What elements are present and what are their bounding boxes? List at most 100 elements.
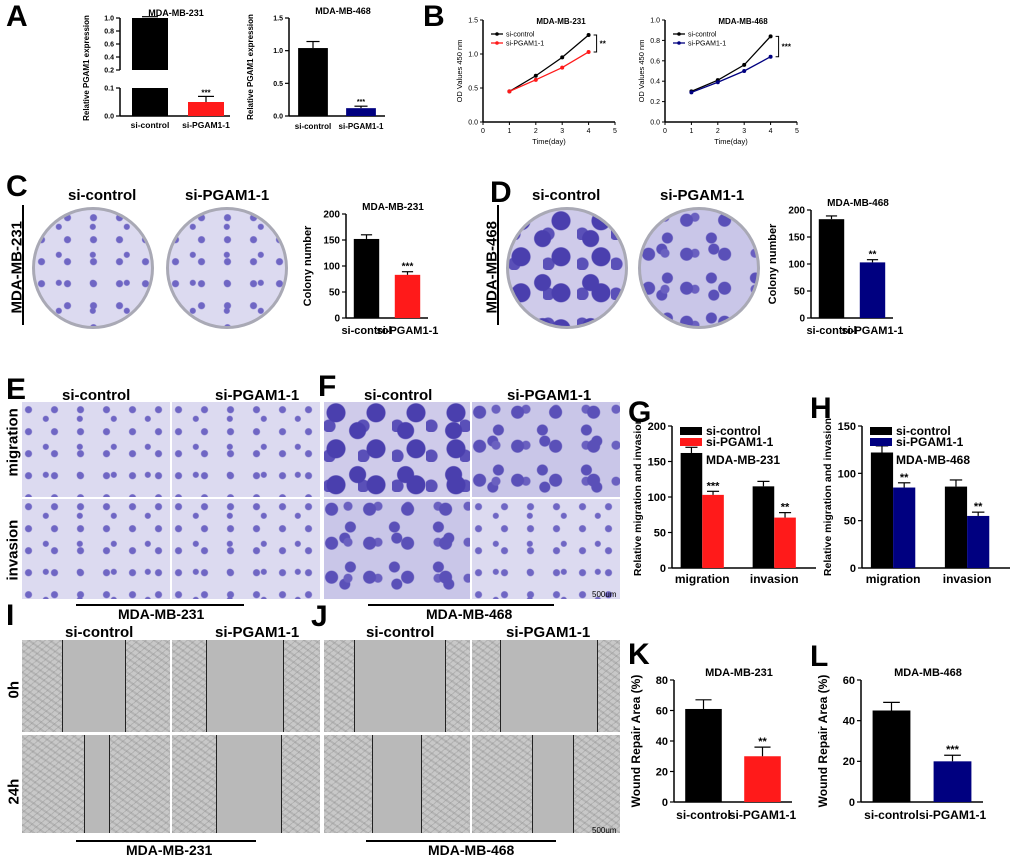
B2-legend-label-0: si-control bbox=[688, 32, 717, 39]
C-xtick-label: si-PGAM1-1 bbox=[377, 325, 439, 337]
d-dish-control bbox=[506, 207, 628, 329]
d-dish-pgam1 bbox=[638, 207, 760, 329]
i-img-0h-control bbox=[22, 640, 170, 732]
chart-b1-od-231: 0.0 0.5 1.0 1.5 0 1 2 3 4 5 Time(day) OD Values 450… bbox=[455, 17, 617, 146]
chart-b2-od-468: 0.0 0.2 0.4 0.6 0.8 1.0 0 1 2 3 4 5 Time(day) OD Valu… bbox=[637, 17, 799, 146]
G-subtitle: MDA-MB-231 bbox=[706, 453, 780, 467]
a1-ytick-label: 1.0 bbox=[104, 16, 114, 23]
C-bar-control bbox=[353, 238, 380, 318]
f-cell-line-label: MDA-MB-468 bbox=[426, 606, 513, 622]
B1-ytick-label: 1.0 bbox=[468, 52, 478, 59]
e-img-invasion-control bbox=[22, 499, 170, 599]
B1-legend-label-0: si-control bbox=[506, 32, 535, 39]
i-cell-line-label: MDA-MB-231 bbox=[126, 842, 213, 858]
H-ylabel: Relative migration and invasion bbox=[822, 418, 834, 576]
i-row-label-0h: 0h bbox=[5, 680, 23, 699]
a1-significance: *** bbox=[201, 88, 211, 97]
a1-bar-pgam1 bbox=[188, 102, 224, 116]
a1-title: MDA-MB-231 bbox=[148, 8, 204, 18]
D-ytick-label: 0 bbox=[799, 314, 805, 325]
e-cell-line-label: MDA-MB-231 bbox=[118, 606, 205, 622]
c-dish-control bbox=[32, 207, 154, 329]
L-ytick-label: 0 bbox=[849, 797, 855, 809]
L-ytick-label: 60 bbox=[843, 675, 855, 687]
G-bar-invasion-pgam1 bbox=[774, 517, 796, 568]
f-col-label-control: si-control bbox=[364, 387, 433, 404]
c-divider bbox=[22, 205, 24, 325]
i-underline bbox=[76, 840, 256, 842]
C-ytick-label: 200 bbox=[323, 210, 340, 221]
a1-ytick-label: 0.0 bbox=[104, 114, 114, 121]
H-xtick-label: migration bbox=[866, 572, 921, 586]
panel-letter-c: C bbox=[6, 170, 28, 203]
D-bar-pgam1 bbox=[859, 262, 886, 318]
K-bar-control bbox=[685, 708, 722, 802]
a1-ylabel: Relative PGAM1 expression bbox=[82, 15, 91, 121]
C-title: MDA-MB-231 bbox=[362, 202, 424, 213]
a1-xtick-label: si-control bbox=[131, 120, 170, 130]
B2-legend-marker-1 bbox=[677, 41, 681, 45]
chart-d-colony-468: 0 50 100 150 200 MDA-MB-468 Colony number si-co… bbox=[767, 198, 904, 337]
chart-l-wound-468: 0 20 40 60 MDA-MB-468 Wound Repair Area (%) si… bbox=[816, 667, 986, 822]
f-underline bbox=[368, 604, 554, 606]
panel-letter-e: E bbox=[6, 373, 27, 406]
B2-xtick-label: 4 bbox=[769, 128, 773, 135]
A2-ytick-label: 1.5 bbox=[273, 15, 283, 22]
d-col-label-pgam1: si-PGAM1-1 bbox=[660, 187, 745, 204]
L-ylabel: Wound Repair Area (%) bbox=[816, 675, 830, 808]
H-xtick-label: invasion bbox=[943, 572, 992, 586]
B1-legend-marker-1 bbox=[495, 41, 499, 45]
e-underline bbox=[76, 604, 244, 606]
A2-ytick-label: 0.5 bbox=[273, 81, 283, 88]
d-row-label: MDA-MB-468 bbox=[483, 220, 501, 314]
C-ytick-label: 0 bbox=[334, 314, 340, 325]
H-legend-swatch-1 bbox=[870, 438, 892, 446]
G-bar-invasion-control bbox=[752, 486, 775, 568]
A2-ylabel: Relative PGAM1 expression bbox=[246, 14, 255, 120]
B2-title: MDA-MB-468 bbox=[718, 17, 768, 26]
B2-ytick-label: 0.0 bbox=[650, 120, 660, 127]
panel-letter-i: I bbox=[6, 599, 15, 632]
B1-xtick-label: 3 bbox=[560, 128, 564, 135]
c-dish-pgam1 bbox=[166, 207, 288, 329]
G-significance: ** bbox=[781, 502, 790, 514]
B1-series-point-1 bbox=[560, 65, 565, 70]
L-ytick-label: 20 bbox=[843, 756, 855, 768]
e-row-label-migration: migration bbox=[4, 408, 22, 477]
D-ytick-label: 100 bbox=[788, 260, 805, 271]
B2-ytick-label: 0.6 bbox=[650, 58, 660, 65]
K-significance: ** bbox=[758, 736, 767, 748]
chart-a1-pgam1-231: 0.0 0.1 0.2 0.4 0.6 0.8 1.0 MDA-MB-231 Relative … bbox=[82, 8, 230, 130]
chart-h-migration-468: 0 50 100 150 Relative migration and invasion… bbox=[822, 418, 1010, 586]
G-ytick-label: 100 bbox=[648, 492, 666, 504]
e-col-label-pgam1: si-PGAM1-1 bbox=[215, 387, 300, 404]
B1-xtick-label: 1 bbox=[507, 128, 511, 135]
H-ytick-label: 150 bbox=[838, 421, 856, 433]
B2-legend-marker-0 bbox=[677, 32, 681, 36]
B2-series-point-1 bbox=[768, 54, 773, 59]
H-subtitle: MDA-MB-468 bbox=[896, 453, 970, 467]
G-ytick-label: 200 bbox=[648, 421, 666, 433]
G-ytick-label: 150 bbox=[648, 457, 666, 469]
B2-significance: *** bbox=[782, 43, 792, 52]
B1-xtick-label: 2 bbox=[534, 128, 538, 135]
G-significance: *** bbox=[707, 480, 721, 492]
a1-ytick-label: 0.8 bbox=[104, 29, 114, 36]
D-title: MDA-MB-468 bbox=[827, 198, 889, 209]
B1-significance: ** bbox=[600, 39, 607, 48]
H-legend-label-0: si-control bbox=[896, 424, 951, 438]
B1-xtick-label: 5 bbox=[613, 128, 617, 135]
A2-ytick-label: 0.0 bbox=[273, 113, 283, 120]
A2-xtick-label: si-PGAM1-1 bbox=[339, 122, 384, 131]
G-ytick-label: 50 bbox=[654, 528, 666, 540]
L-title: MDA-MB-468 bbox=[894, 667, 962, 679]
D-xtick-label: si-PGAM1-1 bbox=[842, 325, 904, 337]
e-img-migration-control bbox=[22, 402, 170, 497]
B1-ytick-label: 1.5 bbox=[468, 18, 478, 25]
C-ytick-label: 50 bbox=[329, 288, 341, 299]
A2-title: MDA-MB-468 bbox=[315, 6, 371, 16]
B2-series-point-0 bbox=[768, 34, 773, 39]
B2-ytick-label: 1.0 bbox=[650, 18, 660, 25]
K-ytick-label: 60 bbox=[656, 705, 668, 717]
c-col-label-control: si-control bbox=[68, 187, 137, 204]
